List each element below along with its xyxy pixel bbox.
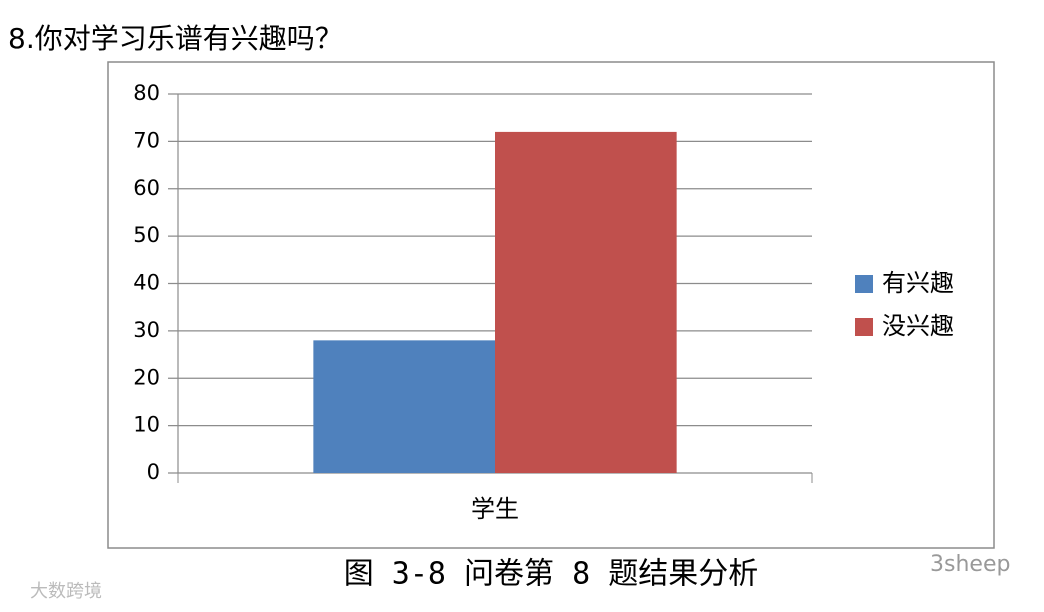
y-tick-label: 40: [133, 271, 160, 295]
y-tick-label: 20: [133, 365, 160, 389]
y-tick-label: 50: [133, 223, 160, 247]
caption: 图 3-8 问卷第 8 题结果分析: [344, 557, 759, 592]
y-tick-label: 80: [133, 81, 160, 105]
legend-swatch: [855, 318, 873, 336]
y-tick-label: 70: [133, 128, 160, 152]
x-tick-label: 学生: [471, 495, 519, 523]
y-tick-label: 60: [133, 176, 160, 200]
legend-label: 有兴趣: [882, 269, 954, 297]
watermark: 3sheep: [930, 552, 1010, 577]
y-tick-label: 10: [133, 413, 160, 437]
y-tick-label: 30: [133, 318, 160, 342]
watermark: 大数跨境: [30, 581, 102, 602]
legend-swatch: [855, 275, 873, 293]
bar: [313, 340, 495, 473]
legend-label: 没兴趣: [882, 312, 954, 340]
bar: [495, 131, 677, 473]
y-tick-label: 0: [147, 460, 160, 484]
heading: 8.你对学习乐谱有兴趣吗？: [8, 22, 343, 55]
